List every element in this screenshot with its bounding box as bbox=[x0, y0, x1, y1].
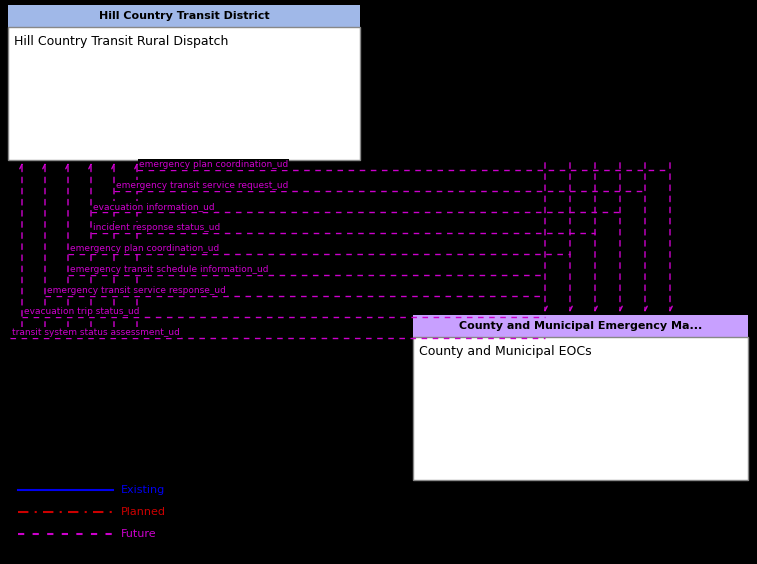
Text: emergency transit service response_ud: emergency transit service response_ud bbox=[47, 286, 226, 295]
Bar bbox=[8, 27, 360, 160]
Text: Existing: Existing bbox=[121, 485, 165, 495]
Text: transit system status assessment_ud: transit system status assessment_ud bbox=[12, 328, 180, 337]
Text: emergency transit schedule information_ud: emergency transit schedule information_u… bbox=[70, 265, 269, 274]
Text: evacuation trip status_ud: evacuation trip status_ud bbox=[24, 307, 139, 316]
Bar bbox=[413, 315, 748, 337]
Text: incident response status_ud: incident response status_ud bbox=[93, 223, 220, 232]
Text: emergency plan coordination_ud: emergency plan coordination_ud bbox=[70, 244, 220, 253]
Text: Future: Future bbox=[121, 529, 157, 539]
Text: Planned: Planned bbox=[121, 507, 166, 517]
Text: emergency plan coordination_ud: emergency plan coordination_ud bbox=[139, 160, 288, 169]
Bar bbox=[413, 337, 748, 480]
Text: evacuation information_ud: evacuation information_ud bbox=[93, 202, 215, 211]
Text: Hill Country Transit Rural Dispatch: Hill Country Transit Rural Dispatch bbox=[14, 35, 229, 48]
Text: County and Municipal Emergency Ma...: County and Municipal Emergency Ma... bbox=[459, 321, 702, 331]
Text: County and Municipal EOCs: County and Municipal EOCs bbox=[419, 345, 592, 358]
Text: Hill Country Transit District: Hill Country Transit District bbox=[98, 11, 269, 21]
Text: emergency transit service request_ud: emergency transit service request_ud bbox=[116, 181, 288, 190]
Bar bbox=[8, 5, 360, 27]
